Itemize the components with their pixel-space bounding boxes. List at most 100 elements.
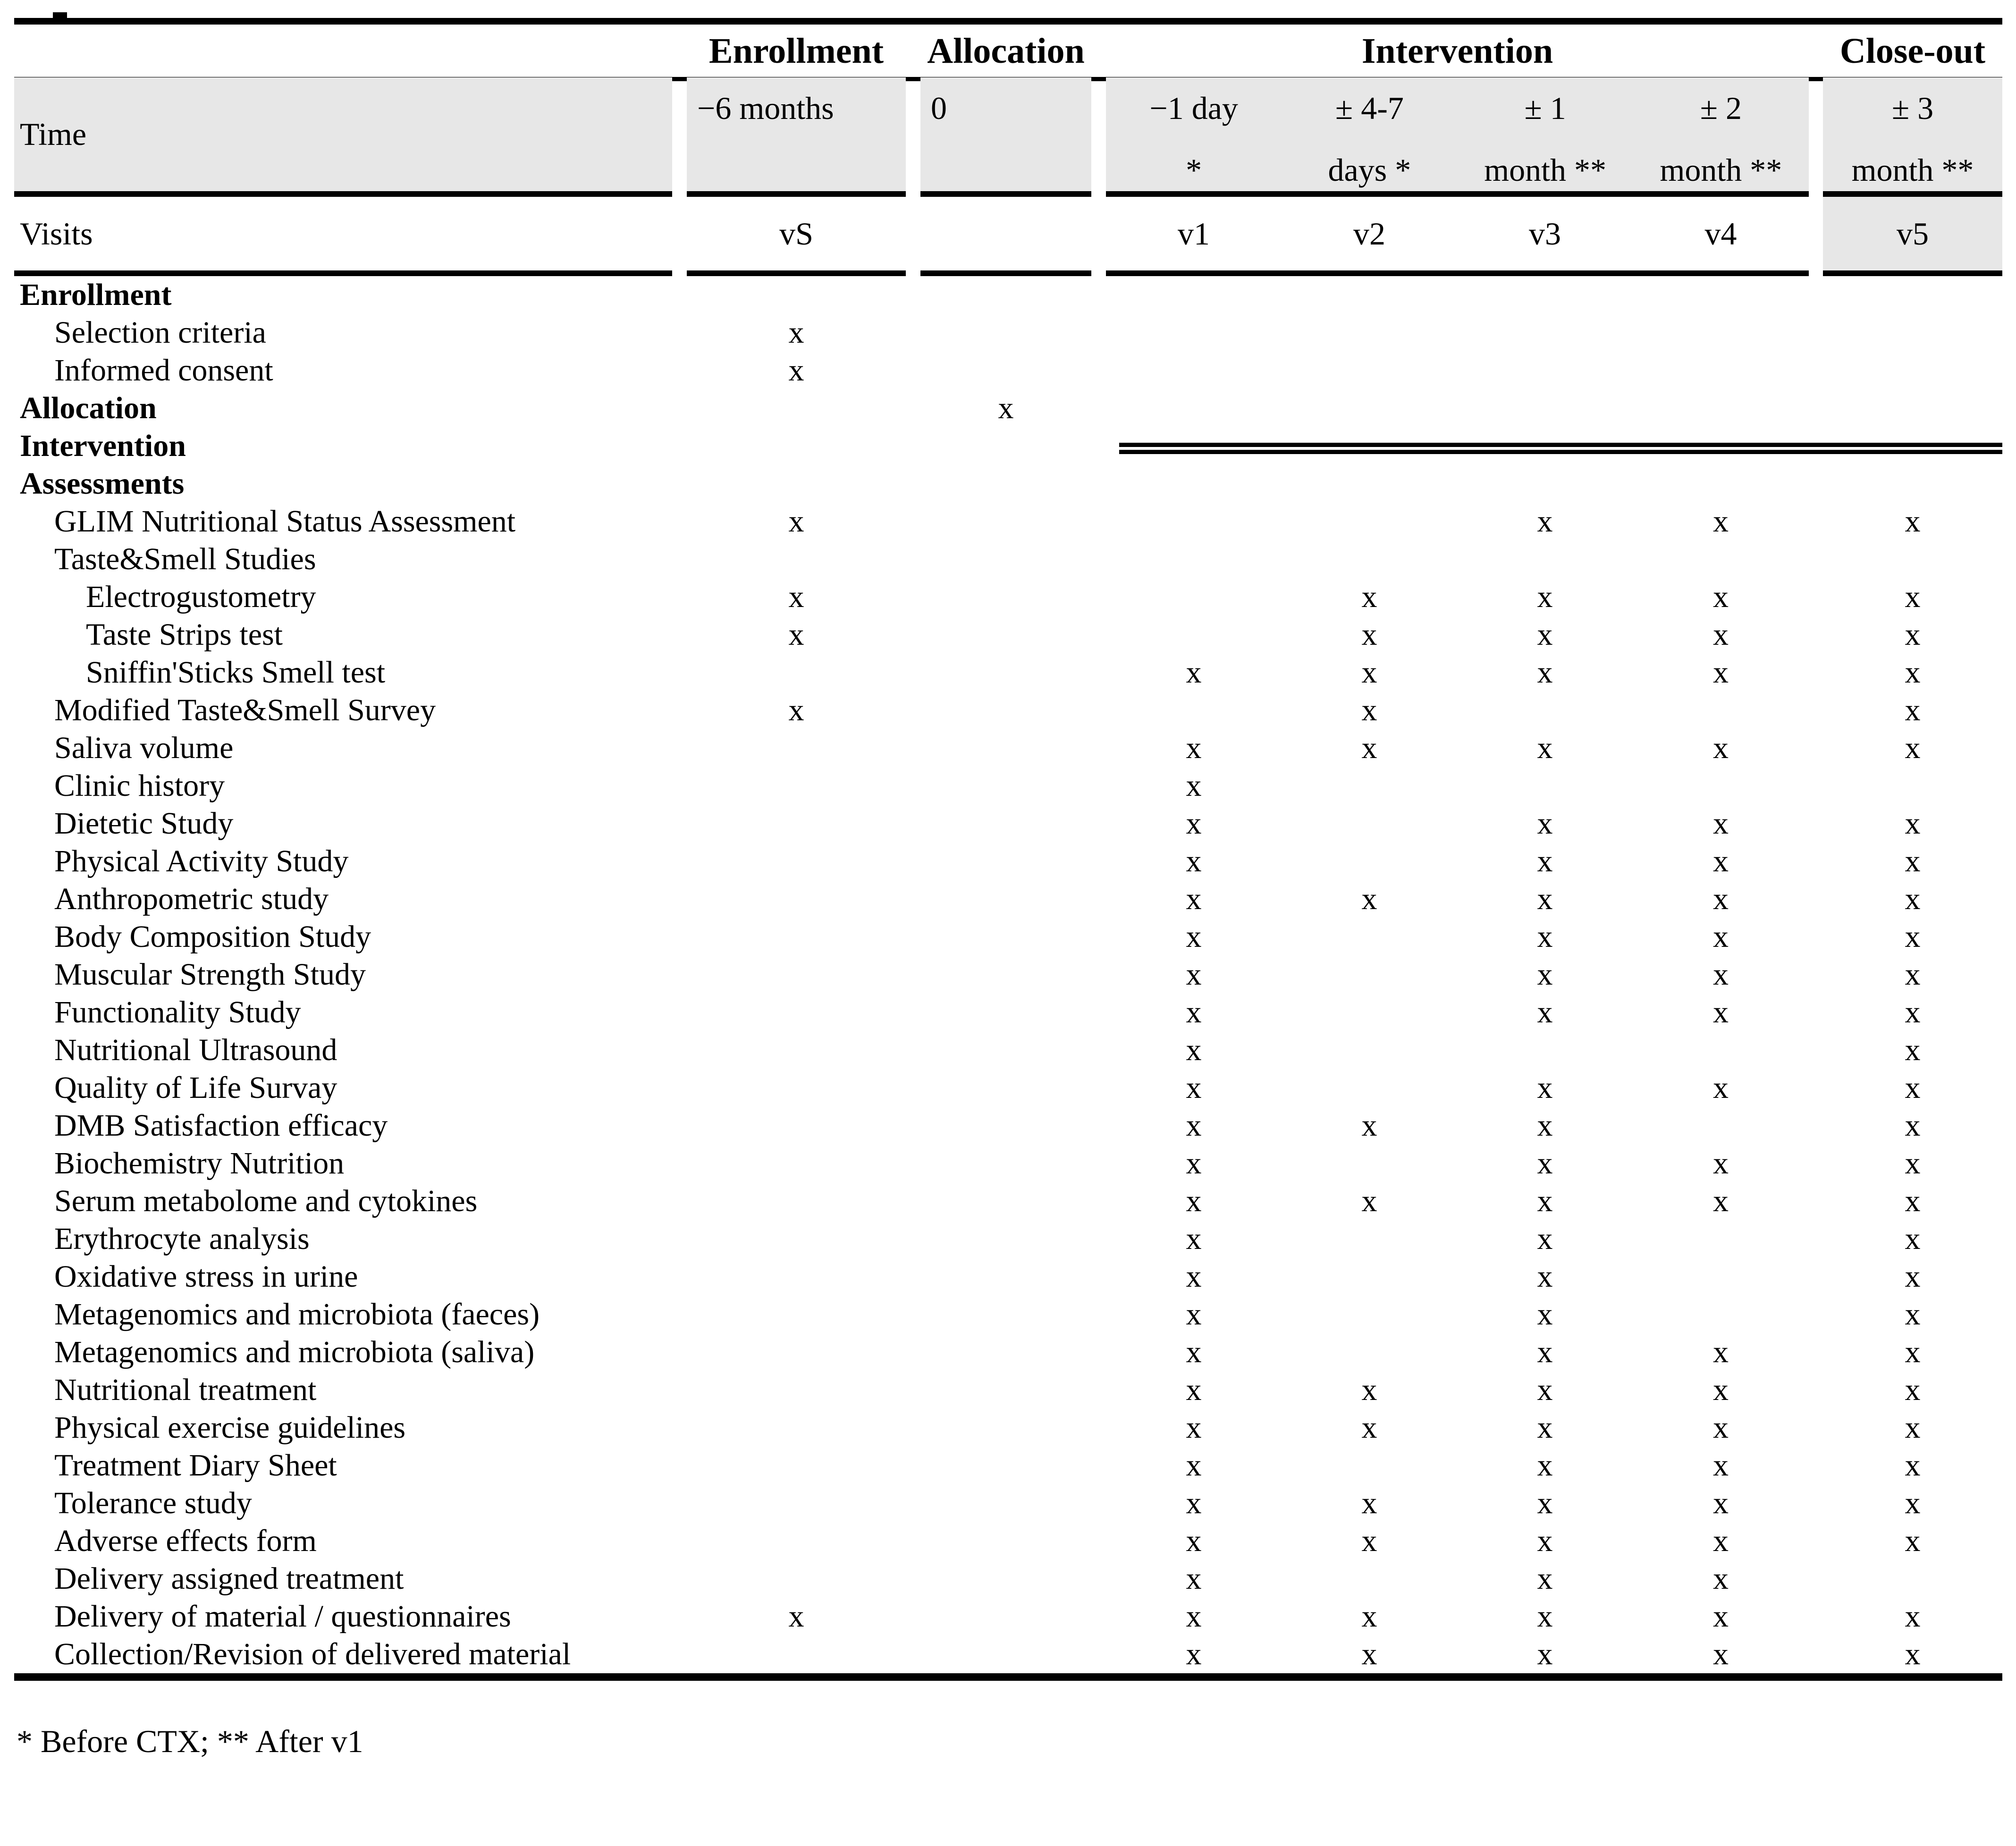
mark-cell: x <box>1905 1297 1921 1332</box>
mark-cell: x <box>1537 1524 1553 1558</box>
mark-cell: x <box>1537 1184 1553 1218</box>
mark-cell: x <box>1537 1259 1553 1294</box>
table-row: Muscular Strength Study x x x x <box>14 956 2002 994</box>
mark-cell: x <box>1361 580 1377 614</box>
mark-cell <box>1282 843 1457 880</box>
time-row: Time −6 months 0 −1 day * ± 4-7 days * <box>14 77 2002 197</box>
mark-cell: x <box>1537 504 1553 539</box>
row-label: GLIM Nutritional Status Assessment <box>54 504 516 539</box>
mark-cell: x <box>1713 1486 1729 1520</box>
mark-cell: x <box>1905 1599 1921 1634</box>
mark-cell: x <box>1713 1184 1729 1218</box>
mark-cell <box>1282 1333 1457 1371</box>
mark-cell: x <box>1186 919 1202 954</box>
row-label: Anthropometric study <box>54 882 329 916</box>
table-row: Sniffin'Sticks Smell test x x x x x <box>14 654 2002 691</box>
mark-cell <box>920 956 1091 994</box>
mark-cell: x <box>1713 655 1729 690</box>
mark-cell: x <box>1905 617 1921 652</box>
mark-cell <box>920 729 1091 767</box>
mark-cell: x <box>1186 1335 1202 1369</box>
table-row: Clinic history x <box>14 767 2002 805</box>
mark-cell <box>920 1560 1091 1598</box>
group-header-allocation: Allocation <box>927 31 1085 71</box>
mark-cell <box>1633 540 1809 578</box>
mark-cell <box>920 578 1091 616</box>
mark-cell: x <box>1361 655 1377 690</box>
table-row: Allocation x <box>14 389 2002 427</box>
mark-cell: x <box>1361 1599 1377 1634</box>
group-header-closeout: Close-out <box>1839 31 1986 71</box>
mark-cell: x <box>1186 1486 1202 1520</box>
table-row: Erythrocyte analysis x x x <box>14 1220 2002 1258</box>
time-intervention-grid: −1 day * ± 4-7 days * ± 1 month ** ± 2 m… <box>1106 77 1809 191</box>
row-label: Serum metabolome and cytokines <box>54 1184 478 1218</box>
mark-cell <box>1282 1220 1457 1258</box>
mark-cell: x <box>1713 919 1729 954</box>
mark-cell: x <box>1713 1335 1729 1369</box>
mark-cell: x <box>1361 1184 1377 1218</box>
mark-cell <box>920 616 1091 654</box>
mark-cell: x <box>1905 1373 1921 1407</box>
table-footnote: * Before CTX; ** After v1 <box>17 1723 363 1759</box>
mark-cell <box>1282 1447 1457 1484</box>
visits-row: Visits vS v1 v2 v3 v4 v5 <box>14 197 2002 276</box>
time-v2-cell: ± 4-7 days * <box>1328 90 1411 188</box>
mark-cell: x <box>1361 693 1377 727</box>
mark-cell: x <box>1361 731 1377 765</box>
row-label: Assessments <box>20 466 185 501</box>
mark-cell: x <box>1537 1297 1553 1332</box>
table-bottom-rule <box>14 1673 2002 1681</box>
mark-cell: x <box>1186 806 1202 841</box>
row-label: Nutritional treatment <box>54 1373 317 1407</box>
mark-cell: x <box>1361 882 1377 916</box>
mark-cell: x <box>1186 768 1202 803</box>
mark-cell: x <box>1537 919 1553 954</box>
mark-cell: x <box>1905 1259 1921 1294</box>
mark-cell <box>687 1447 906 1484</box>
mark-cell <box>687 465 906 503</box>
visit-v1: v1 <box>1106 197 1282 276</box>
mark-cell: x <box>1186 655 1202 690</box>
row-label: Oxidative stress in urine <box>54 1259 358 1294</box>
mark-cell: x <box>1361 1410 1377 1445</box>
mark-cell <box>687 1145 906 1182</box>
row-label: Treatment Diary Sheet <box>54 1448 337 1483</box>
mark-cell <box>1282 1560 1457 1598</box>
row-label: Informed consent <box>54 353 273 388</box>
mark-cell <box>687 880 906 918</box>
mark-cell: x <box>1713 957 1729 992</box>
mark-cell: x <box>788 353 804 388</box>
table-row: Oxidative stress in urine x x x <box>14 1258 2002 1296</box>
mark-cell <box>1633 389 1809 427</box>
mark-cell: x <box>1537 1561 1553 1596</box>
mark-cell: x <box>1537 1599 1553 1634</box>
mark-cell <box>920 654 1091 691</box>
mark-cell: x <box>1537 1410 1553 1445</box>
mark-cell: x <box>1713 1637 1729 1671</box>
mark-cell <box>1457 389 1633 427</box>
mark-cell <box>1823 352 2002 389</box>
mark-cell <box>1633 691 1809 729</box>
mark-cell <box>920 1258 1091 1296</box>
row-label: Saliva volume <box>54 731 234 765</box>
mark-cell: x <box>1905 995 1921 1029</box>
row-label: Physical exercise guidelines <box>54 1410 406 1445</box>
mark-cell <box>1823 540 2002 578</box>
mark-cell <box>1106 578 1282 616</box>
mark-cell <box>1633 276 1809 314</box>
mark-cell: x <box>1905 1637 1921 1671</box>
mark-cell <box>920 465 1091 503</box>
schedule-body: Enrollment Selection criteria x Informed co… <box>14 276 2002 1673</box>
mark-cell: x <box>1186 731 1202 765</box>
mark-cell <box>1106 314 1282 352</box>
mark-cell <box>1282 1069 1457 1107</box>
mark-cell <box>1106 540 1282 578</box>
mark-cell <box>687 276 906 314</box>
visit-allocation <box>920 197 1091 276</box>
mark-cell <box>920 1333 1091 1371</box>
time-intervention-cell: −1 day * ± 4-7 days * ± 1 month ** ± 2 m… <box>1106 77 1809 197</box>
time-row-label: Time <box>14 77 672 197</box>
mark-cell <box>920 1522 1091 1560</box>
mark-cell <box>1282 276 1457 314</box>
